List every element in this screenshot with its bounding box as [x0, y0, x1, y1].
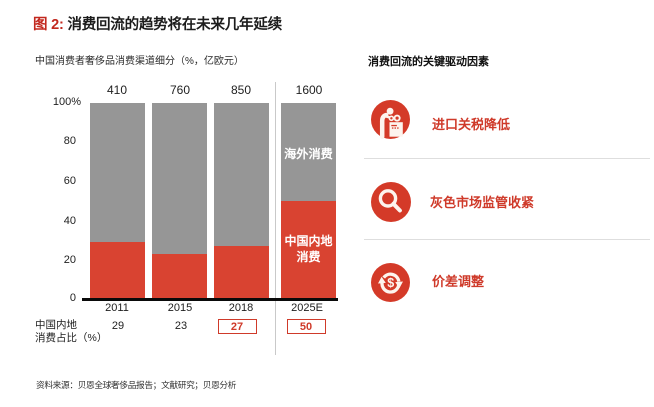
svg-text:$: $: [387, 276, 394, 290]
